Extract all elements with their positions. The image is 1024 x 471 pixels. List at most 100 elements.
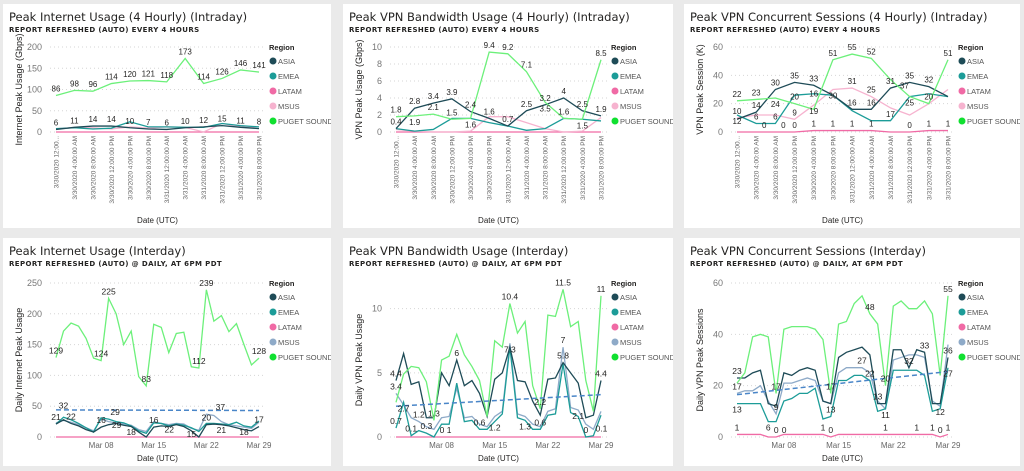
series-line-asia [736, 81, 949, 120]
data-label: 35 [790, 71, 799, 80]
data-label: 20 [881, 374, 891, 384]
x-tick-label: 3/30/2020 12:00... [735, 136, 742, 189]
panel-internet-intraday: Peak Internet Usage (4 Hourly) (Intraday… [3, 4, 331, 228]
x-tick-label: 3/31/2020 4:00:00 AM [183, 136, 190, 200]
data-label: 37 [900, 82, 909, 91]
y-axis-title: Daily VPN Peak Usage [354, 314, 364, 407]
data-label: 1.3 [519, 421, 531, 431]
data-label: 1 [812, 120, 817, 129]
panel-vpn-sessions-interday: Peak VPN Concurrent Sessions (Interday) R… [684, 238, 1020, 466]
chart-subtitle: REPORT REFRESHED (AUTO) @ DAILY, AT 6PM … [9, 260, 223, 268]
x-tick-label: 3/30/2020 12:00:00 PM [109, 136, 116, 204]
data-label: 0.6 [534, 417, 546, 427]
data-label: 0 [781, 121, 786, 130]
data-label: 1.5 [577, 121, 589, 130]
data-label: 48 [865, 302, 875, 312]
data-label: 3.5 [540, 104, 552, 113]
data-label: 22 [165, 424, 175, 434]
legend-marker-msus [958, 102, 966, 110]
legend-marker-puget-sound [269, 353, 277, 361]
legend-title: Region [611, 279, 637, 288]
series-line-latam [737, 129, 948, 133]
chart-subtitle: REPORT REFRESHED (AUTO) EVERY 4 HOURS [690, 26, 881, 34]
legend-label: PUGET SOUND [620, 117, 673, 126]
data-label: 17 [826, 381, 836, 391]
line-chart: 0 50 100 150 200 250 Daily Internet Peak Usage… [14, 278, 331, 463]
data-label: 2.5 [577, 100, 589, 109]
data-label: 23 [732, 366, 742, 376]
legend-label: MSUS [278, 102, 300, 111]
legend-marker-puget-sound [958, 117, 966, 125]
data-label: 225 [102, 286, 116, 296]
x-tick-label: 3/30/2020 4:00:00 PM [468, 136, 475, 200]
y-tick-label: 200 [27, 42, 42, 52]
legend-label: ASIA [967, 293, 984, 302]
panel-vpn-bandwidth-intraday: Peak VPN Bandwidth Usage (4 Hourly) (Int… [343, 4, 673, 228]
data-label: 25 [905, 99, 914, 108]
data-label: 7 [561, 335, 566, 345]
trend-line [736, 370, 949, 396]
legend-marker-emea [611, 72, 619, 80]
legend-marker-asia [269, 293, 277, 301]
y-tick-label: 150 [27, 63, 42, 73]
data-label: 0 [762, 121, 767, 130]
y-tick-label: 100 [27, 370, 42, 380]
y-tick-label: 0 [377, 127, 382, 137]
data-label: 7.3 [504, 344, 516, 354]
data-label: 6 [454, 348, 459, 358]
series-line-asia [55, 419, 260, 438]
series-line-msus [736, 87, 949, 120]
data-label: 0 [774, 425, 779, 435]
data-label: 98 [70, 79, 79, 88]
y-tick-label: 20 [713, 381, 723, 391]
data-label: 0.7 [502, 115, 514, 124]
data-label: 18 [239, 427, 249, 437]
data-label: 17 [254, 415, 264, 425]
data-label: 114 [105, 73, 118, 82]
series-line-msus [395, 116, 602, 133]
legend-marker-emea [958, 72, 966, 80]
y-tick-label: 0 [37, 127, 42, 137]
x-tick-label: 3/31/2020 12:00:00 AM [850, 136, 857, 203]
data-label: 6 [754, 113, 759, 122]
data-label: 2.5 [521, 100, 533, 109]
series-line-puget-sound [736, 53, 949, 111]
data-label: 1 [869, 120, 874, 129]
data-label: 129 [49, 346, 63, 356]
legend-marker-msus [269, 338, 277, 346]
y-axis-title: VPN Peak Usage (Gbps) [354, 39, 364, 139]
y-tick-label: 100 [27, 85, 42, 95]
data-label: 30 [771, 79, 780, 88]
x-tick-label: 3/30/2020 8:00:00 AM [431, 136, 438, 200]
data-label: 19 [809, 107, 818, 116]
y-axis-title: Daily Internet Peak Usage [14, 308, 24, 413]
data-label: 8 [257, 118, 262, 127]
data-label: 1 [927, 120, 932, 129]
x-tick-label: 3/30/2020 8:00:00 PM [146, 136, 153, 200]
data-label: 1 [946, 120, 951, 129]
x-axis-title: Date (UTC) [822, 216, 863, 225]
data-label: 31 [886, 77, 895, 86]
trend-line [395, 393, 602, 407]
data-label: 9.4 [484, 41, 496, 50]
data-label: 83 [141, 374, 151, 384]
legend-marker-latam [958, 87, 966, 95]
y-tick-label: 5 [377, 368, 382, 378]
legend-label: LATAM [967, 323, 991, 332]
series-line-emea [737, 367, 949, 423]
data-label: 24 [771, 100, 780, 109]
x-tick-label: 3/30/2020 12:00... [394, 136, 401, 189]
data-label: 3.4 [390, 381, 402, 391]
data-label: 7.1 [521, 61, 533, 70]
data-label: 31 [848, 77, 857, 86]
data-label: 11 [70, 116, 79, 125]
data-label: 17 [886, 110, 895, 119]
data-label: 0.1 [595, 424, 607, 434]
legend-marker-latam [611, 87, 619, 95]
y-tick-label: 60 [713, 278, 723, 288]
chart-title: Peak VPN Bandwidth Usage (Interday) [349, 244, 569, 258]
data-label: 33 [809, 74, 818, 83]
data-label: 5.8 [557, 351, 569, 361]
